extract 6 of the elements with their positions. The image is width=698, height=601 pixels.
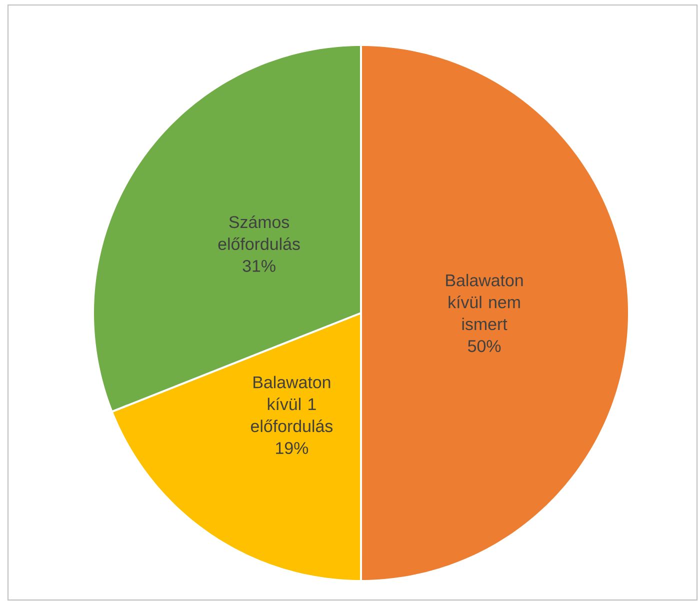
data-label: 31% — [242, 260, 276, 272]
data-label: 19% — [276, 442, 308, 454]
slice-label: Balawaton kívül nem ismert — [446, 274, 523, 330]
slice-label: Számos előfordulás — [218, 215, 300, 250]
slice-label: Balawaton kívül 1 előfordulás — [251, 376, 333, 432]
data-label: 50% — [468, 340, 501, 352]
